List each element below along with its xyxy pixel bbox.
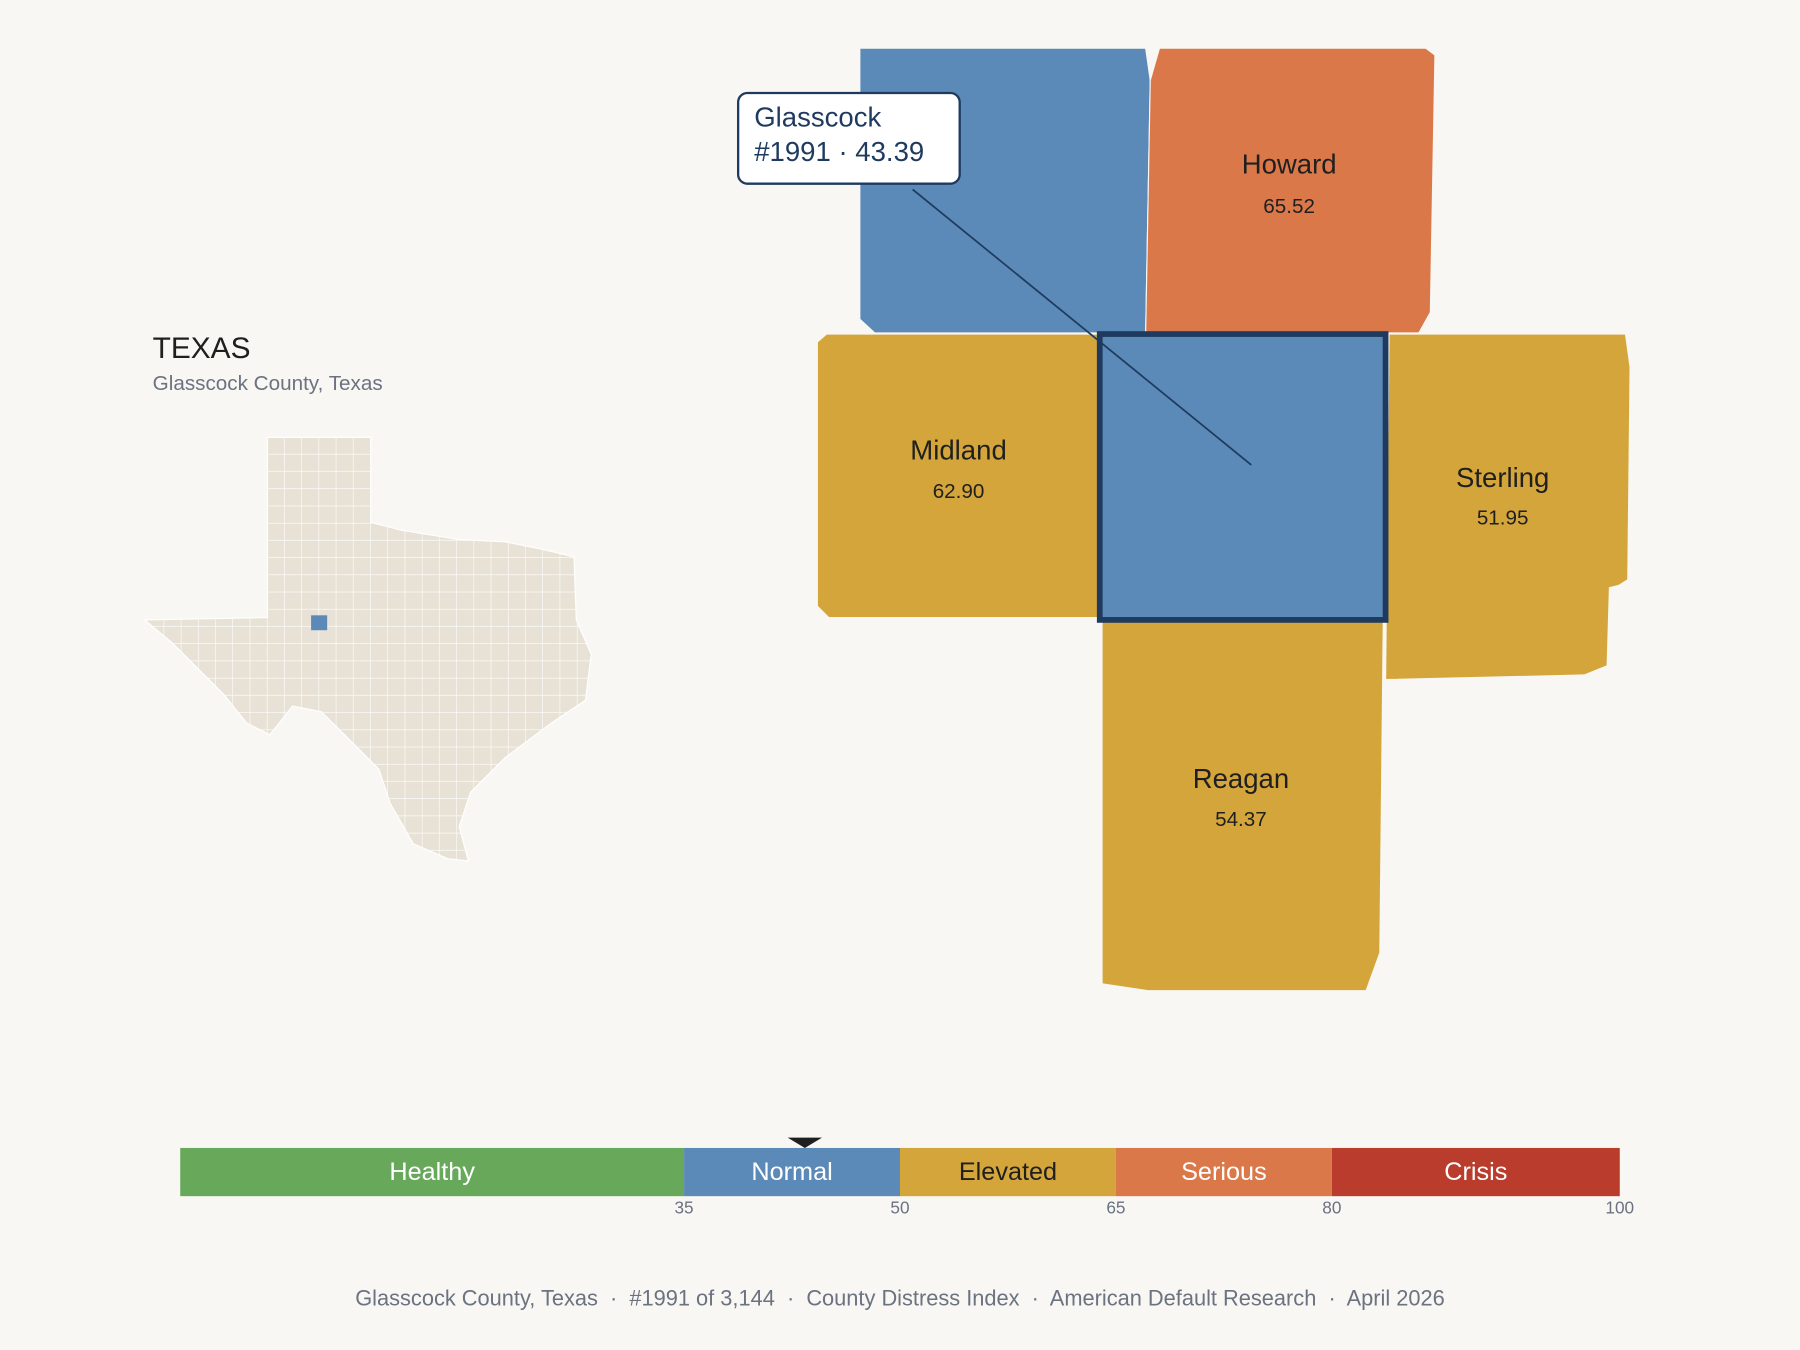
scale-marker [787, 1137, 823, 1148]
county-shape-reagan[interactable] [1101, 619, 1384, 992]
county-name: Sterling [1456, 462, 1549, 493]
scale-band-label: Elevated [959, 1158, 1057, 1186]
county-value: 54.37 [1215, 808, 1267, 831]
scale-tick-label: 65 [1106, 1197, 1125, 1217]
scale-band-label: Healthy [389, 1158, 475, 1186]
scale-band-label: Crisis [1444, 1158, 1507, 1186]
county-shape-howard[interactable] [1145, 47, 1436, 334]
tooltip-leader [912, 188, 1252, 466]
county-shape-midland[interactable] [816, 333, 1101, 619]
county-shape-north[interactable] [859, 47, 1151, 334]
scale-band [684, 1147, 900, 1197]
county-name: Midland [910, 435, 1006, 466]
tooltip-detail: #1991 · 43.39 [754, 136, 924, 167]
tooltip-box [736, 91, 961, 185]
scale-tick-label: 80 [1322, 1197, 1341, 1217]
county-name: Reagan [1193, 763, 1290, 794]
scale-tick-label: 50 [890, 1197, 909, 1217]
footer: Glasscock County, Texas · #1991 of 3,144… [355, 1285, 1445, 1310]
scale-band-label: Serious [1181, 1158, 1267, 1186]
scale-band [1115, 1147, 1332, 1197]
selected-county-shape[interactable] [1096, 331, 1389, 623]
county-labels: Howard 65.52 Midland 62.90 Sterling 51.95 Reag… [910, 149, 1549, 832]
scale-band [900, 1147, 1116, 1197]
scale-band [1331, 1147, 1620, 1197]
county-value: 51.95 [1477, 506, 1529, 529]
state-outline [143, 436, 592, 862]
scale-tick-label: 100 [1605, 1197, 1634, 1217]
county-value: 62.90 [933, 480, 985, 503]
county-shape-sterling[interactable] [1385, 333, 1631, 681]
selected-county-locator [311, 615, 328, 631]
state-subtitle: Glasscock County, Texas [153, 372, 383, 395]
scale-tick-label: 35 [674, 1197, 693, 1217]
tooltip-name: Glasscock [754, 102, 881, 133]
distress-scale: Healthy Normal Elevated Serious Crisis 35 50 65… [180, 1137, 1634, 1217]
scale-band-label: Normal [751, 1158, 832, 1186]
state-title: TEXAS [153, 332, 251, 365]
scale-band [180, 1147, 685, 1197]
county-name: Howard [1242, 149, 1337, 180]
county-value: 65.52 [1263, 195, 1315, 218]
